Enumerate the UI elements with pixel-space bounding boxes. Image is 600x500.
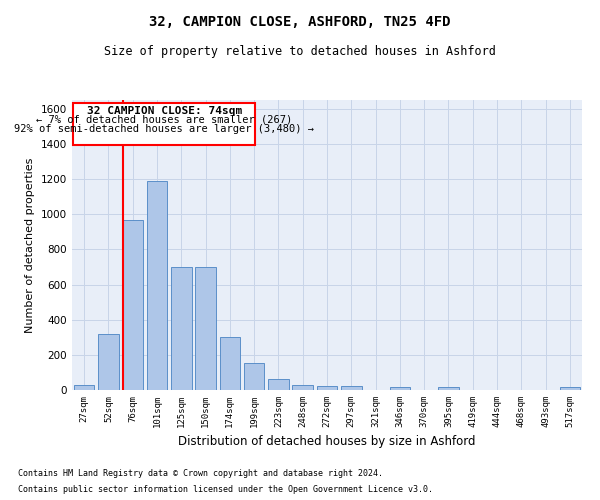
Bar [438, 388, 459, 390]
Text: 92% of semi-detached houses are larger (3,480) →: 92% of semi-detached houses are larger (… [14, 124, 314, 134]
Text: 32, CAMPION CLOSE, ASHFORD, TN25 4FD: 32, CAMPION CLOSE, ASHFORD, TN25 4FD [149, 15, 451, 29]
Bar [317, 386, 337, 390]
Bar [220, 338, 240, 390]
Bar [389, 388, 410, 390]
Bar [146, 181, 167, 390]
Bar [292, 384, 313, 390]
Bar [73, 102, 256, 145]
Text: Contains HM Land Registry data © Crown copyright and database right 2024.: Contains HM Land Registry data © Crown c… [18, 468, 383, 477]
Text: Contains public sector information licensed under the Open Government Licence v3: Contains public sector information licen… [18, 485, 433, 494]
Bar [560, 388, 580, 390]
Bar [341, 386, 362, 390]
Bar [268, 378, 289, 390]
Bar [122, 220, 143, 390]
Text: ← 7% of detached houses are smaller (267): ← 7% of detached houses are smaller (267… [36, 115, 292, 125]
X-axis label: Distribution of detached houses by size in Ashford: Distribution of detached houses by size … [178, 436, 476, 448]
Bar [195, 267, 216, 390]
Bar [74, 384, 94, 390]
Y-axis label: Number of detached properties: Number of detached properties [25, 158, 35, 332]
Text: 32 CAMPION CLOSE: 74sqm: 32 CAMPION CLOSE: 74sqm [86, 106, 242, 116]
Text: Size of property relative to detached houses in Ashford: Size of property relative to detached ho… [104, 45, 496, 58]
Bar [171, 267, 191, 390]
Bar [98, 334, 119, 390]
Bar [244, 363, 265, 390]
